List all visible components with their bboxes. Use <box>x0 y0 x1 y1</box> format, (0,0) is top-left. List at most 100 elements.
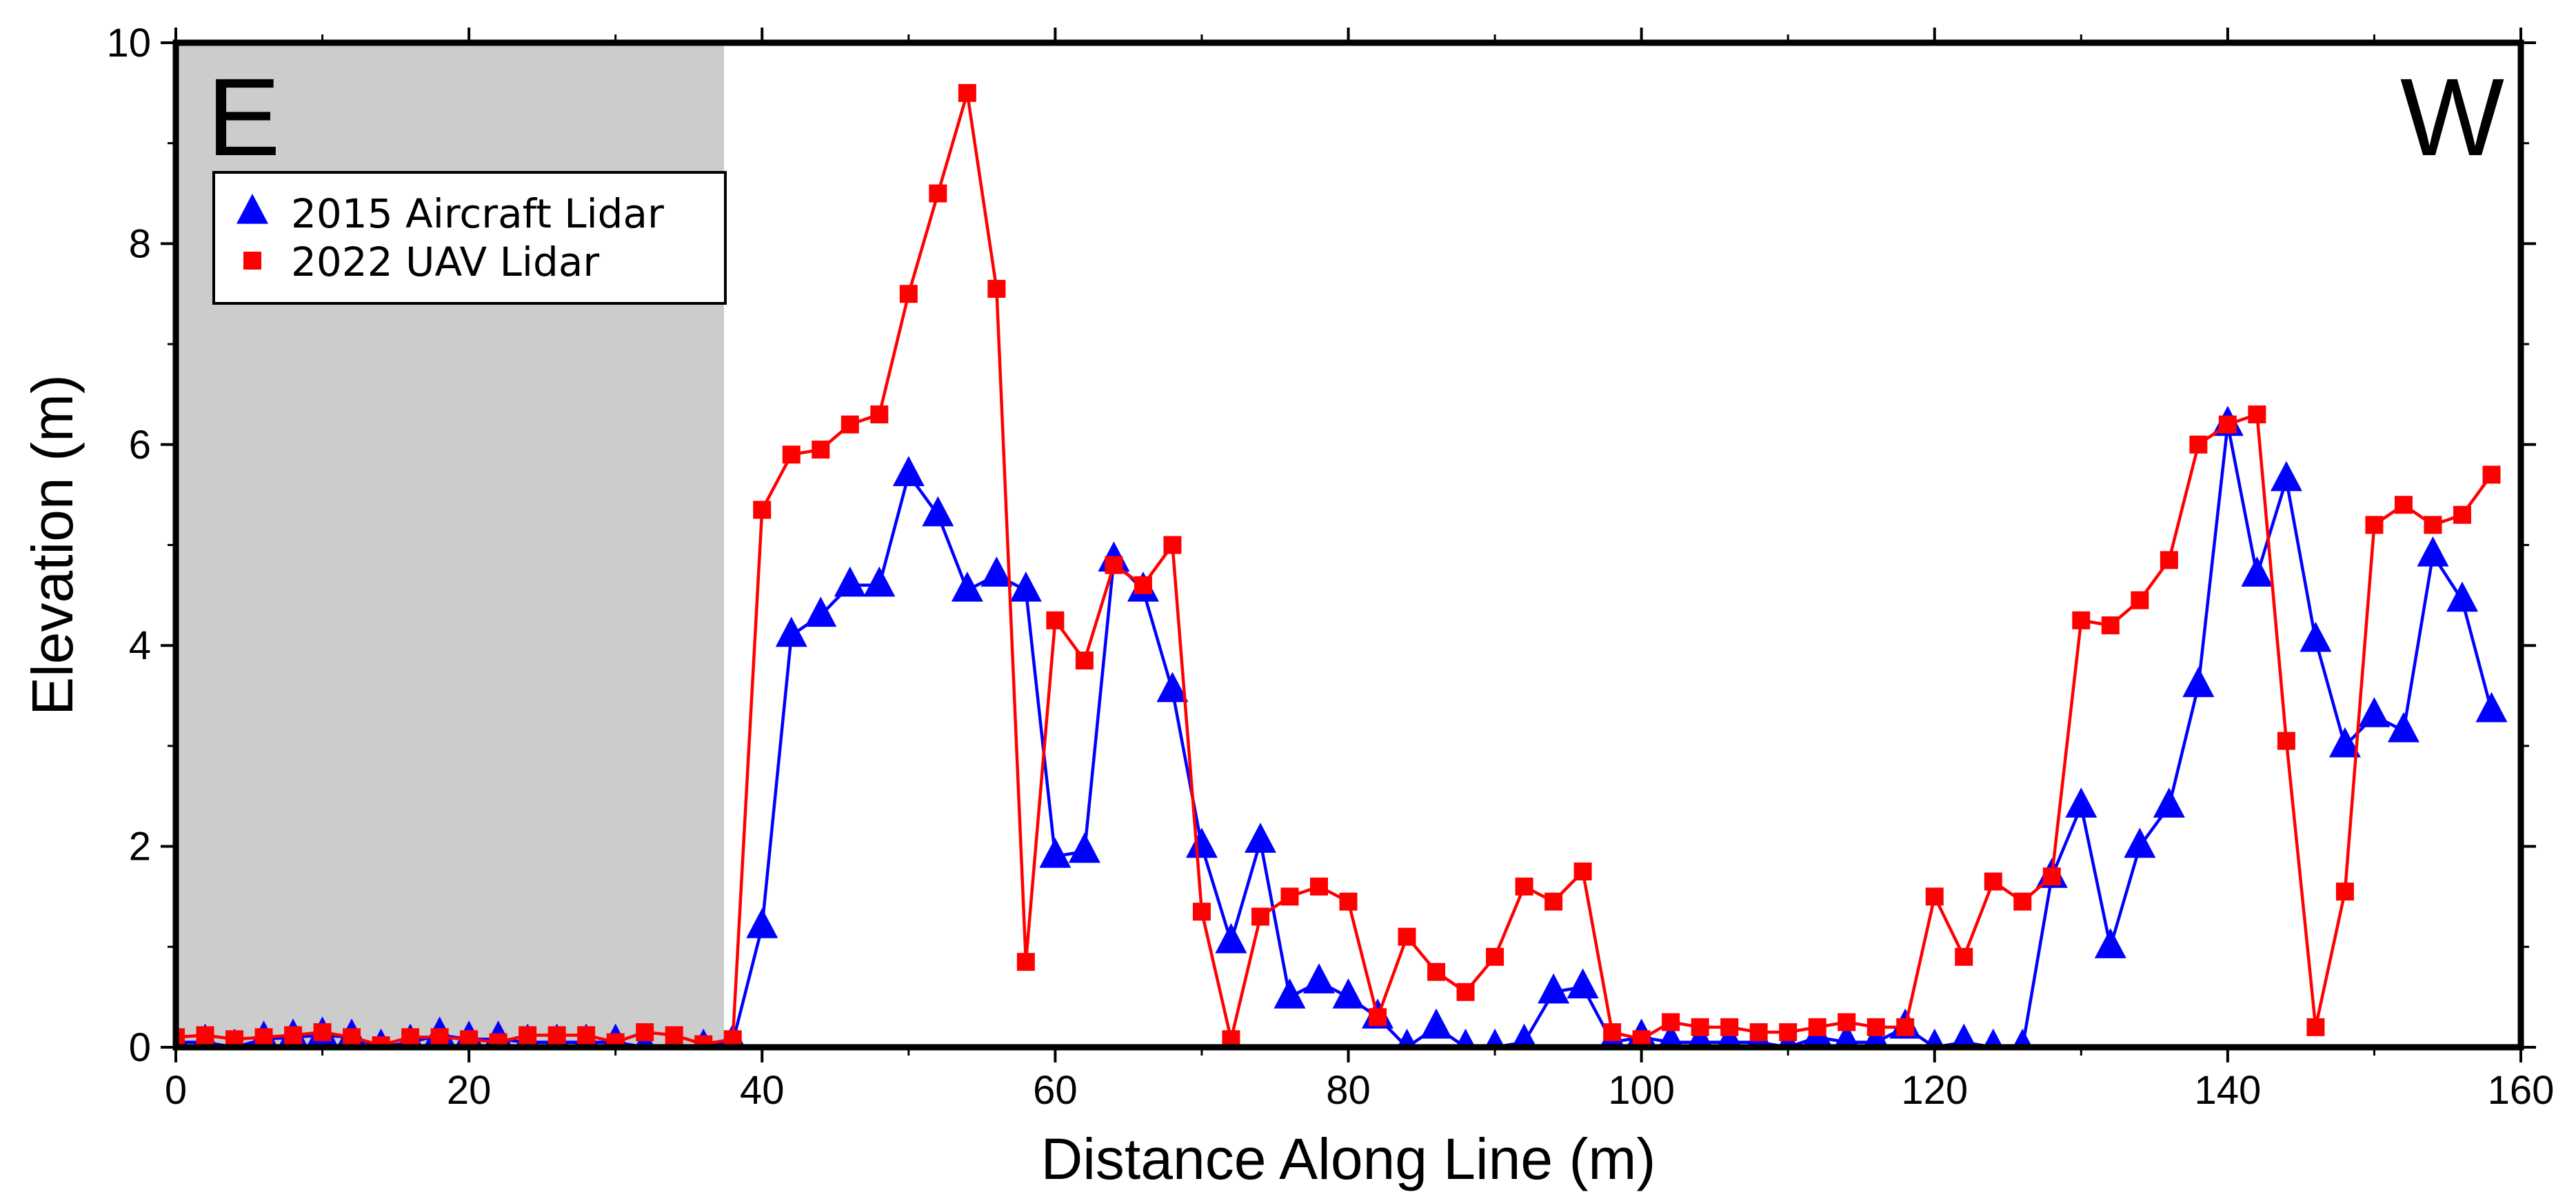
data-point-uav-43 <box>1427 962 1446 981</box>
data-point-uav-8 <box>401 1028 420 1047</box>
data-point-uav-23 <box>841 415 859 434</box>
legend: 2015 Aircraft Lidar 2022 UAV Lidar <box>212 171 727 305</box>
data-point-uav-5 <box>313 1023 332 1042</box>
data-point-uav-22 <box>812 441 830 459</box>
data-point-aircraft-46 <box>1511 1023 1537 1047</box>
data-point-uav-24 <box>870 405 889 424</box>
data-point-uav-41 <box>1369 1008 1387 1027</box>
data-point-uav-70 <box>2218 415 2237 434</box>
y-tick-label-10: 10 <box>106 21 151 65</box>
data-point-uav-68 <box>2160 551 2178 569</box>
data-point-aircraft-44 <box>1456 1028 1476 1047</box>
data-point-uav-29 <box>1016 953 1035 971</box>
data-point-uav-60 <box>1925 887 1944 906</box>
data-point-uav-57 <box>1838 1013 1856 1031</box>
data-point-uav-40 <box>1339 892 1358 911</box>
data-point-aircraft-71 <box>2241 556 2273 587</box>
data-point-aircraft-39 <box>1302 963 1335 993</box>
data-point-uav-66 <box>2101 616 2120 635</box>
data-point-uav-14 <box>577 1026 596 1044</box>
y-tick-label-0: 0 <box>129 1025 151 1070</box>
data-point-aircraft-35 <box>1185 827 1218 858</box>
data-point-uav-46 <box>1515 877 1533 896</box>
data-point-aircraft-26 <box>922 496 954 527</box>
y-axis-title: Elevation (m) <box>20 374 85 716</box>
data-point-aircraft-34 <box>1156 672 1189 703</box>
data-point-aircraft-51 <box>1658 1023 1684 1047</box>
data-point-aircraft-28 <box>980 556 1013 587</box>
data-point-aircraft-27 <box>951 571 983 602</box>
data-point-uav-15 <box>606 1033 625 1047</box>
data-point-aircraft-48 <box>1567 968 1599 999</box>
data-point-uav-76 <box>2394 496 2413 514</box>
data-point-uav-62 <box>1984 872 2002 891</box>
data-point-uav-53 <box>1720 1018 1739 1036</box>
data-point-uav-64 <box>2042 867 2061 886</box>
data-point-uav-77 <box>2424 516 2442 534</box>
x-tick-label-40: 40 <box>740 1068 785 1113</box>
data-point-uav-55 <box>1779 1023 1798 1042</box>
data-point-uav-12 <box>519 1026 537 1044</box>
data-point-uav-45 <box>1486 947 1505 966</box>
data-point-aircraft-29 <box>1009 571 1042 602</box>
data-point-aircraft-69 <box>2182 667 2215 698</box>
data-point-uav-28 <box>987 279 1006 298</box>
x-tick-label-60: 60 <box>1033 1068 1078 1113</box>
data-point-uav-4 <box>284 1026 303 1044</box>
plot-frame <box>172 39 2524 1051</box>
data-point-uav-72 <box>2277 731 2295 750</box>
data-point-aircraft-36 <box>1215 922 1247 953</box>
data-point-aircraft-77 <box>2417 536 2449 567</box>
data-point-uav-73 <box>2306 1018 2325 1036</box>
data-point-aircraft-21 <box>775 616 807 647</box>
data-point-aircraft-78 <box>2446 581 2478 612</box>
data-point-uav-59 <box>1896 1018 1915 1036</box>
y-tick-label-4: 4 <box>129 623 151 668</box>
data-point-aircraft-47 <box>1538 973 1570 1004</box>
data-point-aircraft-23 <box>834 566 866 597</box>
data-point-uav-44 <box>1456 982 1475 1001</box>
x-axis-title: Distance Along Line (m) <box>1041 1127 1656 1191</box>
data-point-aircraft-63 <box>2013 1028 2033 1047</box>
legend-entry-aircraft-lidar: 2015 Aircraft Lidar <box>291 190 664 237</box>
data-point-uav-65 <box>2072 611 2091 629</box>
data-point-aircraft-37 <box>1244 822 1276 853</box>
data-point-aircraft-30 <box>1039 838 1071 868</box>
data-point-aircraft-43 <box>1420 1008 1453 1039</box>
data-point-uav-74 <box>2335 882 2354 901</box>
data-point-aircraft-74 <box>2328 727 2361 758</box>
legend-marker-square <box>243 252 261 270</box>
data-point-uav-67 <box>2131 591 2149 609</box>
data-point-uav-75 <box>2365 516 2384 534</box>
data-point-uav-17 <box>665 1026 683 1044</box>
data-point-uav-49 <box>1603 1023 1622 1042</box>
data-point-uav-34 <box>1163 536 1182 554</box>
y-tick-label-2: 2 <box>129 825 151 869</box>
x-tick-label-160: 160 <box>2488 1068 2555 1113</box>
data-point-aircraft-62 <box>1983 1028 2004 1047</box>
data-point-uav-21 <box>782 445 801 464</box>
data-point-uav-38 <box>1280 887 1299 906</box>
x-tick-label-20: 20 <box>447 1068 492 1113</box>
x-tick-label-80: 80 <box>1326 1068 1371 1113</box>
data-point-aircraft-45 <box>1485 1028 1505 1047</box>
x-tick-label-100: 100 <box>1608 1068 1675 1113</box>
data-point-uav-42 <box>1398 927 1416 946</box>
data-point-aircraft-42 <box>1397 1028 1417 1047</box>
data-point-aircraft-57 <box>1834 1023 1860 1047</box>
data-point-aircraft-66 <box>2094 928 2126 958</box>
data-point-aircraft-60 <box>1924 1028 1945 1047</box>
data-point-uav-69 <box>2189 435 2208 454</box>
data-point-aircraft-79 <box>2475 692 2508 723</box>
data-point-uav-16 <box>636 1023 654 1042</box>
data-point-uav-32 <box>1105 556 1123 574</box>
data-point-uav-31 <box>1075 652 1094 670</box>
data-point-uav-6 <box>343 1028 361 1047</box>
data-point-uav-9 <box>430 1028 449 1047</box>
data-point-aircraft-61 <box>1951 1023 1977 1047</box>
data-point-uav-27 <box>958 83 976 102</box>
y-tick-label-6: 6 <box>129 423 151 467</box>
data-point-uav-20 <box>753 501 772 519</box>
data-point-aircraft-72 <box>2270 461 2302 492</box>
data-point-uav-13 <box>547 1026 566 1044</box>
